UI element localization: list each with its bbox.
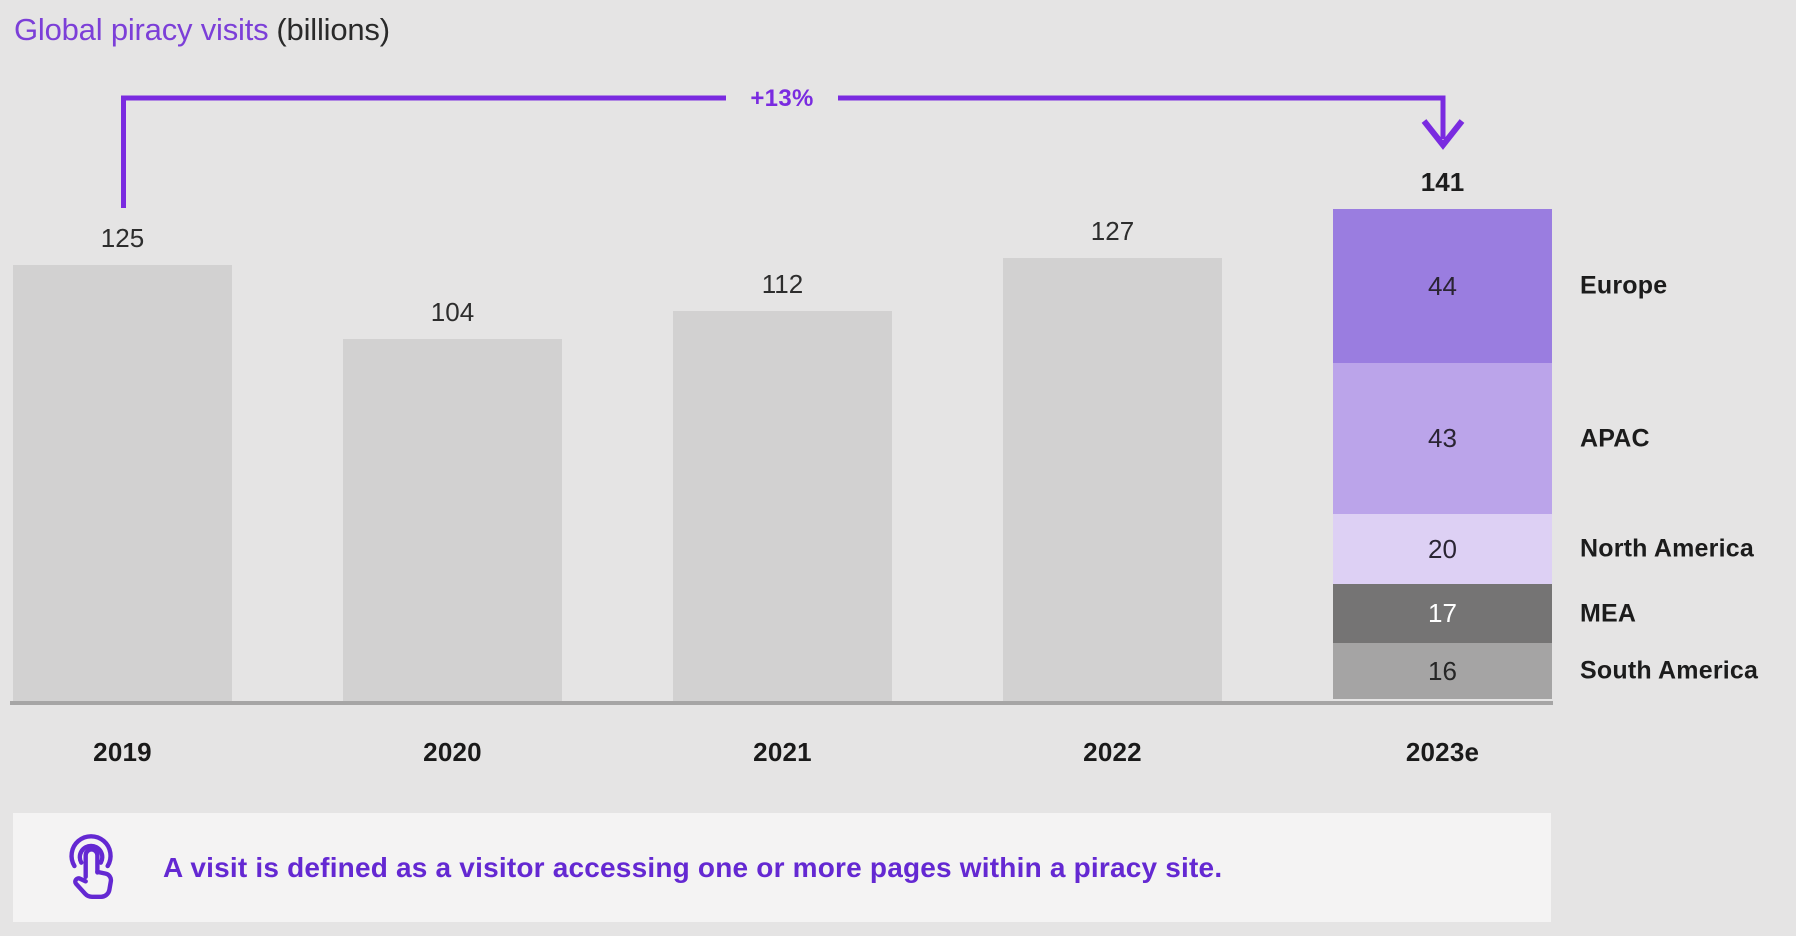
x-axis-line [10,701,1553,705]
year-label-2022: 2022 [1083,737,1142,767]
bar-2023e: 44 43 20 17 16 [1333,209,1552,703]
total-label-2022: 127 [1090,216,1135,246]
bar-2021 [673,311,892,703]
region-label-apac: APAC [1580,424,1650,452]
segment-value-apac: 43 [1428,423,1457,453]
segment-north-america: 20 [1333,514,1552,584]
definition-note: A visit is defined as a visitor accessin… [13,813,1551,922]
chart-title-unit: (billions) [276,12,390,47]
year-label-2021: 2021 [753,737,812,767]
total-label-2023e: 141 [1420,167,1465,197]
year-label-2023e: 2023e [1405,737,1480,767]
segment-mea: 17 [1333,584,1552,643]
segment-apac: 43 [1333,363,1552,514]
chart-title-main: Global piracy visits [14,12,269,47]
total-label-2020: 104 [430,297,475,327]
total-label-2021: 112 [761,269,804,299]
segment-value-south-america: 16 [1428,655,1457,686]
year-label-2019: 2019 [93,737,152,767]
segment-value-europe: 44 [1428,270,1457,301]
region-label-south-america: South America [1580,656,1759,685]
region-label-europe: Europe [1580,271,1668,300]
chart-title: Global piracy visits (billions) [14,12,390,48]
segment-south-america: 16 [1333,643,1552,699]
region-label-mea: MEA [1580,599,1637,627]
bar-2019 [13,265,232,703]
tap-icon [69,833,114,899]
region-label-north-america: North America [1580,534,1754,563]
bar-2020 [343,339,562,703]
year-label-2020: 2020 [423,737,482,767]
segment-value-mea: 17 [1428,598,1457,628]
definition-note-text: A visit is defined as a visitor accessin… [163,851,1223,883]
total-label-2019: 125 [100,223,145,253]
growth-percentage-label: +13% [750,85,814,112]
segment-europe: 44 [1333,209,1552,363]
segment-value-north-america: 20 [1428,533,1457,564]
bar-2022 [1003,258,1222,703]
